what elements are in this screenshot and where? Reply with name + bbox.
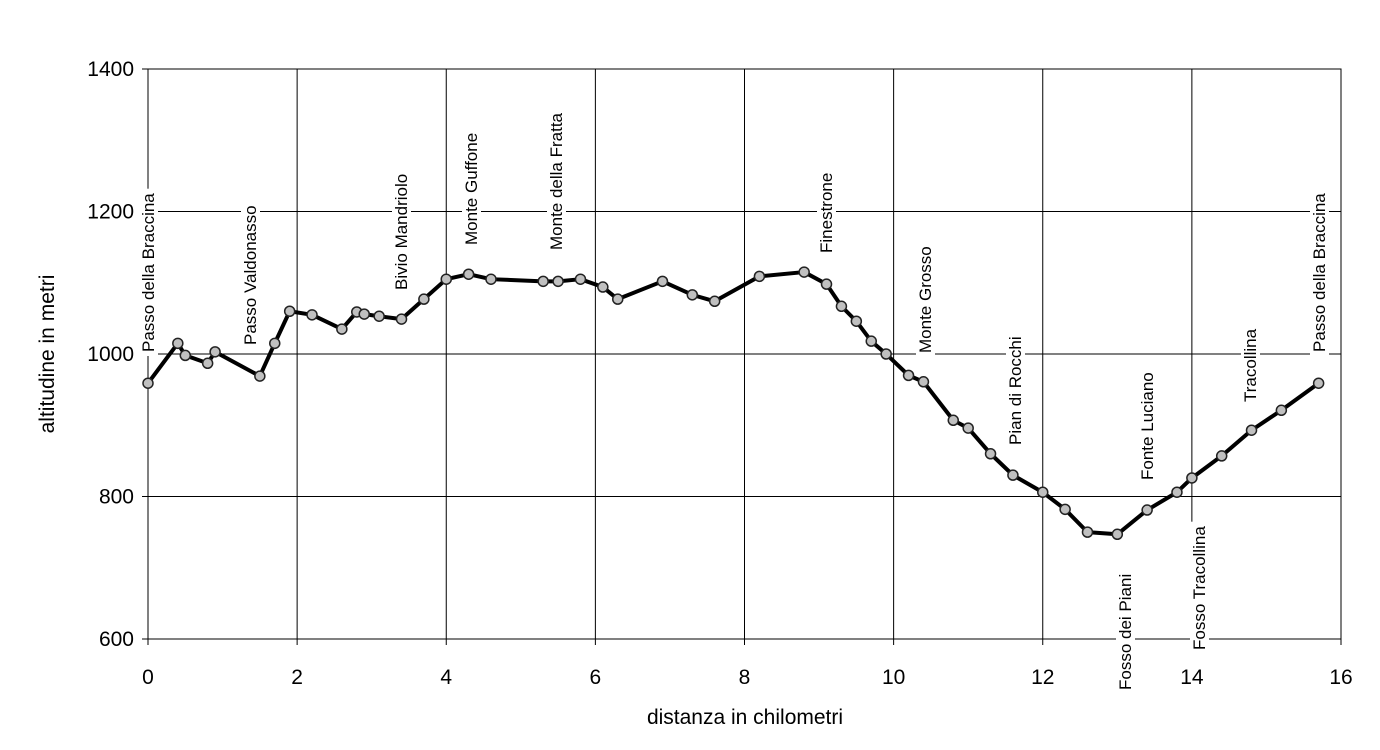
data-point bbox=[611, 293, 624, 305]
data-point bbox=[1081, 526, 1094, 538]
annotation-background bbox=[1116, 569, 1135, 694]
annotation: Passo della Braccina bbox=[1310, 193, 1329, 352]
data-point bbox=[336, 323, 348, 335]
data-point bbox=[947, 414, 960, 427]
x-tick-label: 14 bbox=[1180, 666, 1204, 689]
data-point bbox=[1171, 486, 1183, 498]
data-point bbox=[462, 268, 475, 280]
data-point bbox=[984, 448, 997, 460]
data-point bbox=[708, 295, 721, 308]
data-point bbox=[179, 349, 192, 362]
data-point bbox=[656, 275, 669, 288]
annotation-background bbox=[462, 128, 481, 249]
data-point bbox=[753, 270, 766, 283]
data-point bbox=[1007, 469, 1019, 481]
data-point bbox=[201, 357, 214, 370]
annotation-background bbox=[1310, 188, 1329, 356]
y-tick-label: 1400 bbox=[87, 58, 134, 81]
data-point bbox=[142, 377, 154, 389]
data-point bbox=[1111, 528, 1124, 541]
y-axis-label: altitudine in metri bbox=[36, 275, 59, 434]
annotation: Passo della Braccina bbox=[139, 193, 158, 352]
data-point bbox=[865, 335, 878, 347]
data-point bbox=[962, 422, 974, 434]
data-point bbox=[798, 266, 810, 278]
annotation-background bbox=[241, 201, 260, 349]
data-point bbox=[835, 300, 848, 313]
annotation: Monte Guffone bbox=[462, 133, 481, 245]
x-tick-label: 4 bbox=[440, 666, 452, 689]
data-point bbox=[1186, 472, 1198, 484]
y-tick-label: 800 bbox=[99, 486, 134, 509]
annotation-background bbox=[1138, 368, 1157, 484]
data-point bbox=[902, 369, 915, 382]
data-point bbox=[552, 275, 564, 288]
data-point bbox=[686, 289, 699, 301]
data-point bbox=[269, 337, 281, 350]
annotation: Monte della Fratta bbox=[547, 112, 566, 250]
annotation: Passo Valdonasso bbox=[241, 205, 260, 345]
annotation-background bbox=[139, 188, 158, 356]
data-point bbox=[537, 275, 549, 288]
data-point bbox=[1312, 377, 1325, 389]
x-tick-label: 0 bbox=[142, 666, 154, 689]
x-tick-label: 16 bbox=[1329, 666, 1352, 689]
y-tick-label: 1200 bbox=[87, 201, 134, 224]
data-point bbox=[172, 337, 184, 350]
data-point bbox=[1215, 450, 1228, 462]
annotation: Monte Grosso bbox=[916, 246, 935, 353]
data-point bbox=[306, 309, 318, 321]
data-point bbox=[1059, 503, 1071, 516]
annotation-background bbox=[1006, 332, 1025, 449]
annotation-background bbox=[1241, 324, 1260, 406]
annotation-background bbox=[392, 169, 411, 294]
data-point bbox=[917, 376, 930, 388]
annotation-background bbox=[1190, 521, 1209, 654]
data-point bbox=[358, 308, 370, 320]
data-point bbox=[574, 273, 587, 285]
x-tick-label: 10 bbox=[882, 666, 905, 689]
x-tick-label: 8 bbox=[739, 666, 751, 689]
data-point bbox=[1275, 404, 1288, 417]
x-axis-label: distanza in chilometri bbox=[647, 706, 843, 729]
data-point bbox=[440, 273, 452, 285]
data-point bbox=[254, 370, 266, 382]
x-tick-label: 2 bbox=[291, 666, 303, 689]
data-point bbox=[820, 278, 833, 290]
annotation: Fonte Luciano bbox=[1138, 372, 1157, 480]
y-tick-label: 600 bbox=[99, 628, 134, 651]
annotation-background bbox=[916, 242, 935, 357]
x-tick-label: 6 bbox=[590, 666, 602, 689]
data-point bbox=[1245, 424, 1258, 436]
data-point bbox=[485, 273, 497, 285]
data-point bbox=[418, 293, 430, 305]
data-point bbox=[1141, 504, 1153, 516]
data-point bbox=[880, 348, 892, 360]
annotation: Tracollina bbox=[1241, 328, 1260, 402]
annotation-background bbox=[547, 108, 566, 254]
annotation: Pian di Rocchi bbox=[1006, 336, 1025, 445]
data-point bbox=[373, 310, 385, 322]
data-point bbox=[850, 315, 863, 327]
data-point bbox=[283, 305, 296, 317]
x-tick-label: 12 bbox=[1031, 666, 1054, 689]
data-point bbox=[209, 346, 221, 358]
annotation: Bivio Mandriolo bbox=[392, 174, 411, 290]
annotation: Finestrone bbox=[817, 173, 836, 253]
annotation: Fosso Tracollina bbox=[1190, 526, 1209, 650]
data-point bbox=[1037, 486, 1049, 498]
data-point bbox=[395, 313, 408, 325]
annotation: Fosso dei Piani bbox=[1116, 574, 1135, 690]
annotation-background bbox=[817, 168, 836, 257]
y-tick-label: 1000 bbox=[87, 343, 134, 366]
data-point bbox=[597, 281, 609, 293]
